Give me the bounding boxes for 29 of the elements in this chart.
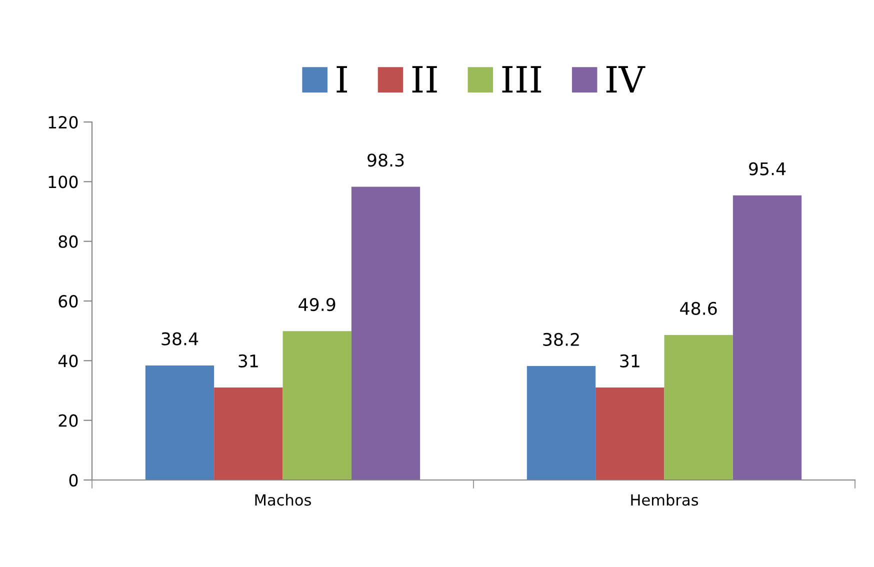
y-tick-label: 100 bbox=[48, 176, 78, 188]
data-label: 31 bbox=[620, 354, 640, 368]
legend-label: III bbox=[502, 66, 542, 92]
data-label: 48.6 bbox=[680, 302, 717, 315]
y-tick-label: 60 bbox=[58, 294, 78, 308]
legend-label: I bbox=[336, 66, 347, 92]
y-tick-label: 20 bbox=[58, 414, 78, 427]
data-label: 38.4 bbox=[162, 332, 198, 346]
y-tick-label: 40 bbox=[58, 354, 78, 368]
bar bbox=[596, 388, 664, 480]
legend-label: II bbox=[412, 66, 437, 92]
x-tick-label: Hembras bbox=[631, 494, 698, 506]
bar bbox=[145, 365, 214, 480]
y-tick-label: 80 bbox=[58, 235, 78, 248]
legend-label: IV bbox=[606, 66, 646, 92]
data-label: 95.4 bbox=[749, 162, 786, 176]
y-tick-label: 0 bbox=[69, 474, 78, 487]
y-tick-label: 120 bbox=[48, 116, 78, 129]
data-label: 49.9 bbox=[298, 298, 336, 312]
bar bbox=[282, 331, 352, 480]
data-label: 38.2 bbox=[543, 332, 579, 346]
data-label: 98.3 bbox=[368, 154, 404, 167]
data-label: 31 bbox=[238, 354, 258, 368]
x-tick-label: Machos bbox=[255, 494, 311, 506]
bar bbox=[664, 335, 733, 480]
bar bbox=[351, 186, 420, 480]
bar bbox=[732, 195, 802, 480]
bar bbox=[214, 388, 283, 480]
bar bbox=[526, 366, 596, 480]
